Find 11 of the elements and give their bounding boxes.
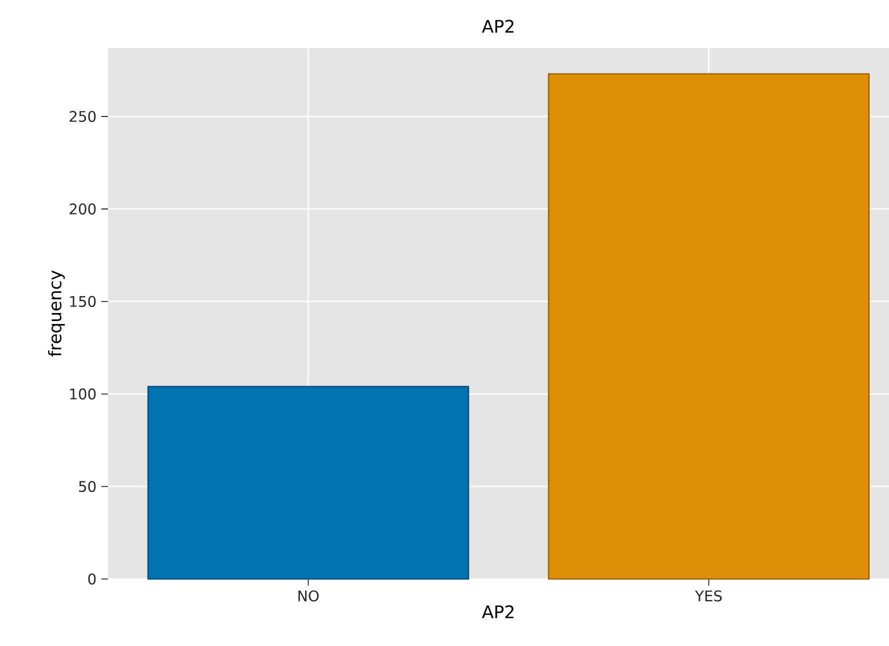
chart-title: AP2 bbox=[482, 20, 514, 33]
x-axis-title: AP2 bbox=[482, 605, 514, 618]
y-tick-label: 100 bbox=[70, 388, 96, 400]
y-tick-label: 50 bbox=[79, 480, 96, 492]
y-tick-label: 0 bbox=[88, 573, 96, 585]
x-tick-label: YES bbox=[694, 590, 722, 602]
y-tick-label: 250 bbox=[70, 110, 96, 122]
y-tick-label: 200 bbox=[70, 203, 96, 214]
y-axis-title: frequency bbox=[48, 270, 65, 357]
x-tick-label: NO bbox=[298, 590, 319, 602]
y-tick-label: 150 bbox=[70, 296, 96, 308]
